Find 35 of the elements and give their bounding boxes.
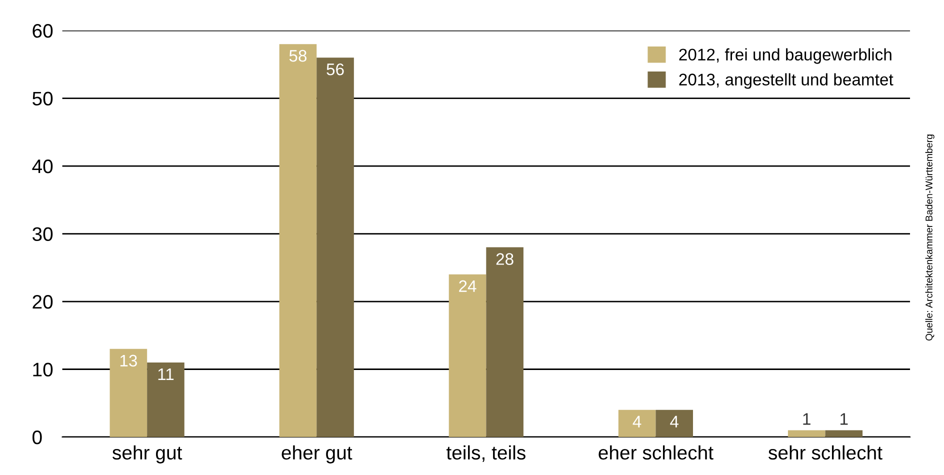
y-tick-label: 0	[32, 430, 42, 444]
data-label: 1	[803, 413, 810, 425]
bar	[618, 410, 656, 437]
bar	[110, 348, 148, 437]
bar	[656, 410, 693, 437]
data-label: 11	[158, 368, 174, 380]
y-tick-label: 30	[32, 227, 53, 241]
legend-label: 2012, frei und baugewerblich	[679, 48, 892, 64]
y-tick-label: 10	[33, 362, 53, 376]
legend-label: 2013, angestellt und beamtet	[679, 73, 894, 89]
data-label: 56	[326, 63, 344, 76]
x-tick-label: sehr schlecht	[768, 445, 882, 460]
data-label: 24	[459, 280, 476, 292]
data-label: 13	[120, 354, 137, 367]
data-label: 58	[289, 50, 307, 62]
y-tick-label: 40	[32, 159, 53, 174]
source-note: Quelle: Architektenkammer Baden-Württemberg	[925, 134, 934, 341]
bar	[147, 362, 184, 437]
bar	[788, 430, 826, 437]
data-label: 4	[670, 416, 678, 428]
bar	[316, 58, 354, 437]
data-label: 1	[840, 413, 848, 425]
x-tick-label: eher schlecht	[598, 445, 714, 460]
bar	[486, 247, 524, 437]
bar	[279, 44, 317, 437]
y-tick-label: 50	[32, 92, 53, 106]
bar	[448, 274, 486, 437]
y-tick-label: 20	[32, 294, 53, 309]
data-label: 4	[632, 416, 642, 428]
x-tick-label: teils, teils	[446, 445, 526, 462]
x-tick-label: sehr gut	[112, 445, 182, 464]
bar	[825, 430, 863, 437]
y-tick-label: 60	[32, 24, 53, 38]
x-tick-label: eher gut	[282, 445, 352, 464]
data-label: 28	[496, 253, 514, 265]
